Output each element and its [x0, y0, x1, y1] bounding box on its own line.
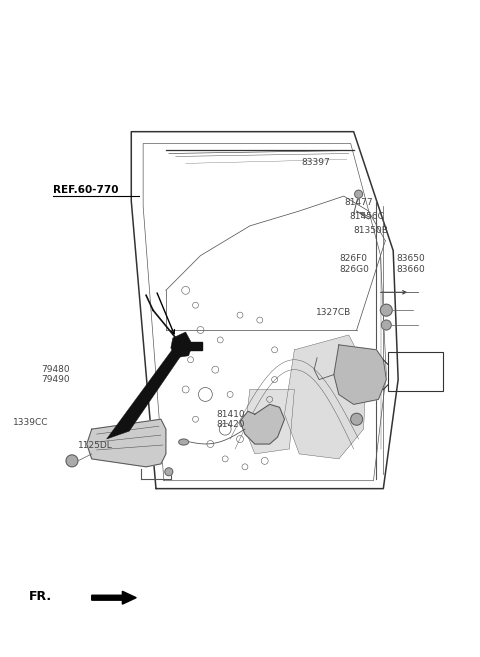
Polygon shape — [189, 342, 203, 350]
Text: 1125DL: 1125DL — [78, 442, 112, 450]
Text: 1339CC: 1339CC — [13, 419, 48, 428]
Text: 826G0: 826G0 — [340, 265, 370, 275]
Circle shape — [381, 320, 391, 330]
Circle shape — [380, 304, 392, 316]
Polygon shape — [245, 390, 294, 454]
Text: 81456C: 81456C — [349, 212, 384, 221]
Text: 83397: 83397 — [301, 158, 330, 167]
FancyArrow shape — [92, 591, 136, 604]
Polygon shape — [285, 335, 367, 459]
Text: 79490: 79490 — [42, 375, 70, 384]
Text: 1327CB: 1327CB — [316, 308, 351, 317]
Text: FR.: FR. — [29, 591, 52, 603]
Polygon shape — [240, 404, 285, 444]
Text: REF.60-770: REF.60-770 — [53, 185, 118, 195]
Circle shape — [355, 190, 362, 198]
Text: 81477: 81477 — [344, 198, 373, 207]
Circle shape — [66, 455, 78, 467]
Text: 83650: 83650 — [396, 254, 425, 263]
Circle shape — [165, 468, 173, 476]
Text: 83660: 83660 — [396, 265, 425, 275]
Polygon shape — [334, 345, 386, 404]
Text: 826F0: 826F0 — [340, 254, 368, 263]
Text: 81420: 81420 — [216, 420, 245, 430]
Polygon shape — [107, 345, 184, 439]
Polygon shape — [171, 332, 192, 358]
Ellipse shape — [179, 439, 189, 445]
Text: 79480: 79480 — [42, 365, 70, 374]
Circle shape — [351, 413, 362, 425]
Text: 81410: 81410 — [216, 410, 245, 419]
Text: 81350B: 81350B — [354, 225, 389, 235]
Polygon shape — [87, 419, 166, 467]
